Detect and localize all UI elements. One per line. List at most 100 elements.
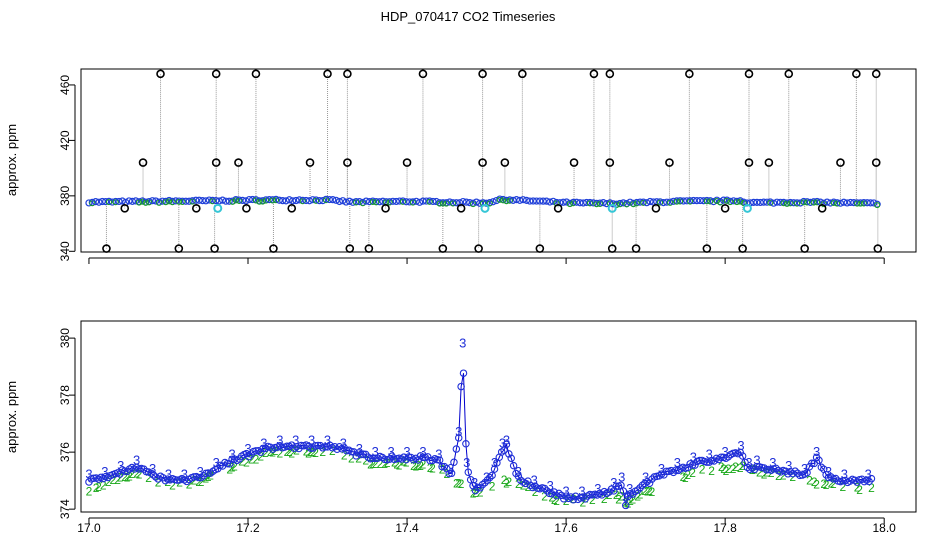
baseline-point — [579, 199, 587, 207]
series-2-point: 2 — [93, 481, 100, 495]
series-2-point: 2 — [276, 447, 283, 461]
series-3-point — [717, 453, 725, 462]
series-2-point: 2 — [515, 477, 522, 491]
series-2-point: 2 — [417, 459, 424, 473]
series-3-label: 3 — [455, 424, 462, 439]
series-2-point: 2 — [169, 479, 176, 493]
series-2-point: 2 — [86, 485, 93, 499]
series-3-label: 3 — [181, 467, 188, 482]
series-3-label: 3 — [101, 464, 108, 479]
baseline-point — [790, 199, 798, 207]
baseline-point — [576, 199, 584, 207]
series-2-point: 2 — [305, 447, 312, 461]
series-3-label: 3 — [308, 432, 315, 447]
baseline-point — [559, 198, 567, 206]
series-2-point: 2 — [248, 452, 255, 466]
series-2-point: 2 — [126, 469, 133, 483]
series-3-point — [452, 445, 461, 453]
baseline-point — [349, 198, 357, 206]
baseline-point — [689, 196, 698, 205]
baseline-point — [846, 198, 855, 207]
baseline-point — [729, 197, 738, 205]
baseline-point — [542, 197, 551, 205]
series-3-label: 3 — [618, 469, 625, 484]
timeseries-plot-top: 17.017.217.417.617.818.0340380420460 app… — [4, 68, 917, 264]
series-3-point — [256, 448, 265, 456]
series-2-point: 2 — [525, 480, 532, 494]
series-2-point: 2 — [775, 469, 782, 483]
series-2-point: 2 — [105, 475, 112, 489]
outlier-point — [211, 158, 221, 167]
baseline-point — [429, 197, 437, 206]
series-3-label: 3 — [447, 461, 454, 476]
series-2-point: 2 — [720, 462, 727, 476]
series-3-point — [326, 441, 334, 449]
baseline-point-green — [369, 198, 376, 205]
baseline-point — [242, 197, 250, 205]
baseline-point — [92, 198, 100, 206]
outlier-point — [852, 69, 861, 79]
baseline-point — [509, 196, 517, 204]
baseline-point-green — [834, 200, 841, 207]
series-3-point — [321, 443, 329, 451]
series-3-point — [509, 461, 518, 470]
series-2-point: 2 — [820, 477, 827, 491]
baseline-point-green — [787, 200, 794, 207]
baseline-point-green — [256, 198, 263, 205]
series-2-point: 2 — [367, 457, 374, 471]
series-2-point: 2 — [756, 466, 763, 480]
series-3-point — [815, 456, 823, 465]
series-3-label: 3 — [356, 441, 363, 456]
series-2-point: 2 — [253, 452, 260, 466]
series-3-point — [99, 474, 108, 483]
series-2-point: 2 — [615, 493, 622, 507]
baseline-point — [405, 198, 414, 206]
series-3-point — [426, 456, 434, 465]
series-3-point — [457, 382, 465, 391]
series-3-label: 3 — [340, 435, 347, 450]
series-2-point: 2 — [854, 481, 861, 495]
baseline-point — [589, 199, 597, 207]
series-3-label: 3 — [722, 444, 729, 459]
baseline-point-green — [105, 199, 112, 206]
baseline-point-green — [800, 199, 807, 206]
series-3-point — [502, 440, 511, 449]
series-2-point: 2 — [191, 474, 198, 488]
series-3-label: 3 — [753, 452, 760, 467]
series-3-point — [252, 447, 260, 455]
series-3-point — [781, 467, 790, 475]
series-2-point: 2 — [458, 477, 465, 491]
outlier-point — [871, 69, 881, 79]
baseline-point — [452, 199, 460, 207]
series-2-point: 2 — [312, 446, 319, 460]
baseline-point — [389, 197, 397, 205]
baseline-point-green — [703, 198, 710, 205]
baseline-point-green — [166, 198, 173, 205]
baseline-point-green — [830, 199, 837, 206]
series-2-point: 2 — [319, 445, 326, 459]
series-3-label: 3 — [547, 478, 554, 493]
series-2-point: 2 — [780, 469, 787, 483]
series-2-point: 2 — [553, 494, 560, 508]
series-2-point: 2 — [708, 464, 715, 478]
series-2-point: 2 — [472, 486, 479, 500]
series-3-label: 3 — [622, 489, 629, 504]
baseline-point — [238, 196, 247, 204]
outlier-point — [720, 204, 730, 213]
series-3-point — [662, 467, 671, 476]
series-3-label: 3 — [260, 435, 267, 450]
baseline-point — [750, 198, 758, 206]
baseline-point-green — [426, 198, 433, 205]
outlier-point — [685, 69, 694, 79]
baseline-point — [709, 198, 718, 206]
outlier-point — [478, 69, 487, 79]
baseline-point — [342, 198, 350, 206]
series-3-point — [378, 453, 387, 462]
series-3-label: 3 — [801, 461, 808, 476]
series-3-point — [488, 471, 496, 480]
x-tick-label: 17.4 — [395, 521, 419, 535]
baseline-point — [422, 197, 430, 205]
series-3-label: 3 — [737, 438, 744, 453]
series-3-point — [402, 455, 411, 464]
plot1-axes: 17.017.217.417.617.818.0340380420460 — [58, 75, 885, 264]
